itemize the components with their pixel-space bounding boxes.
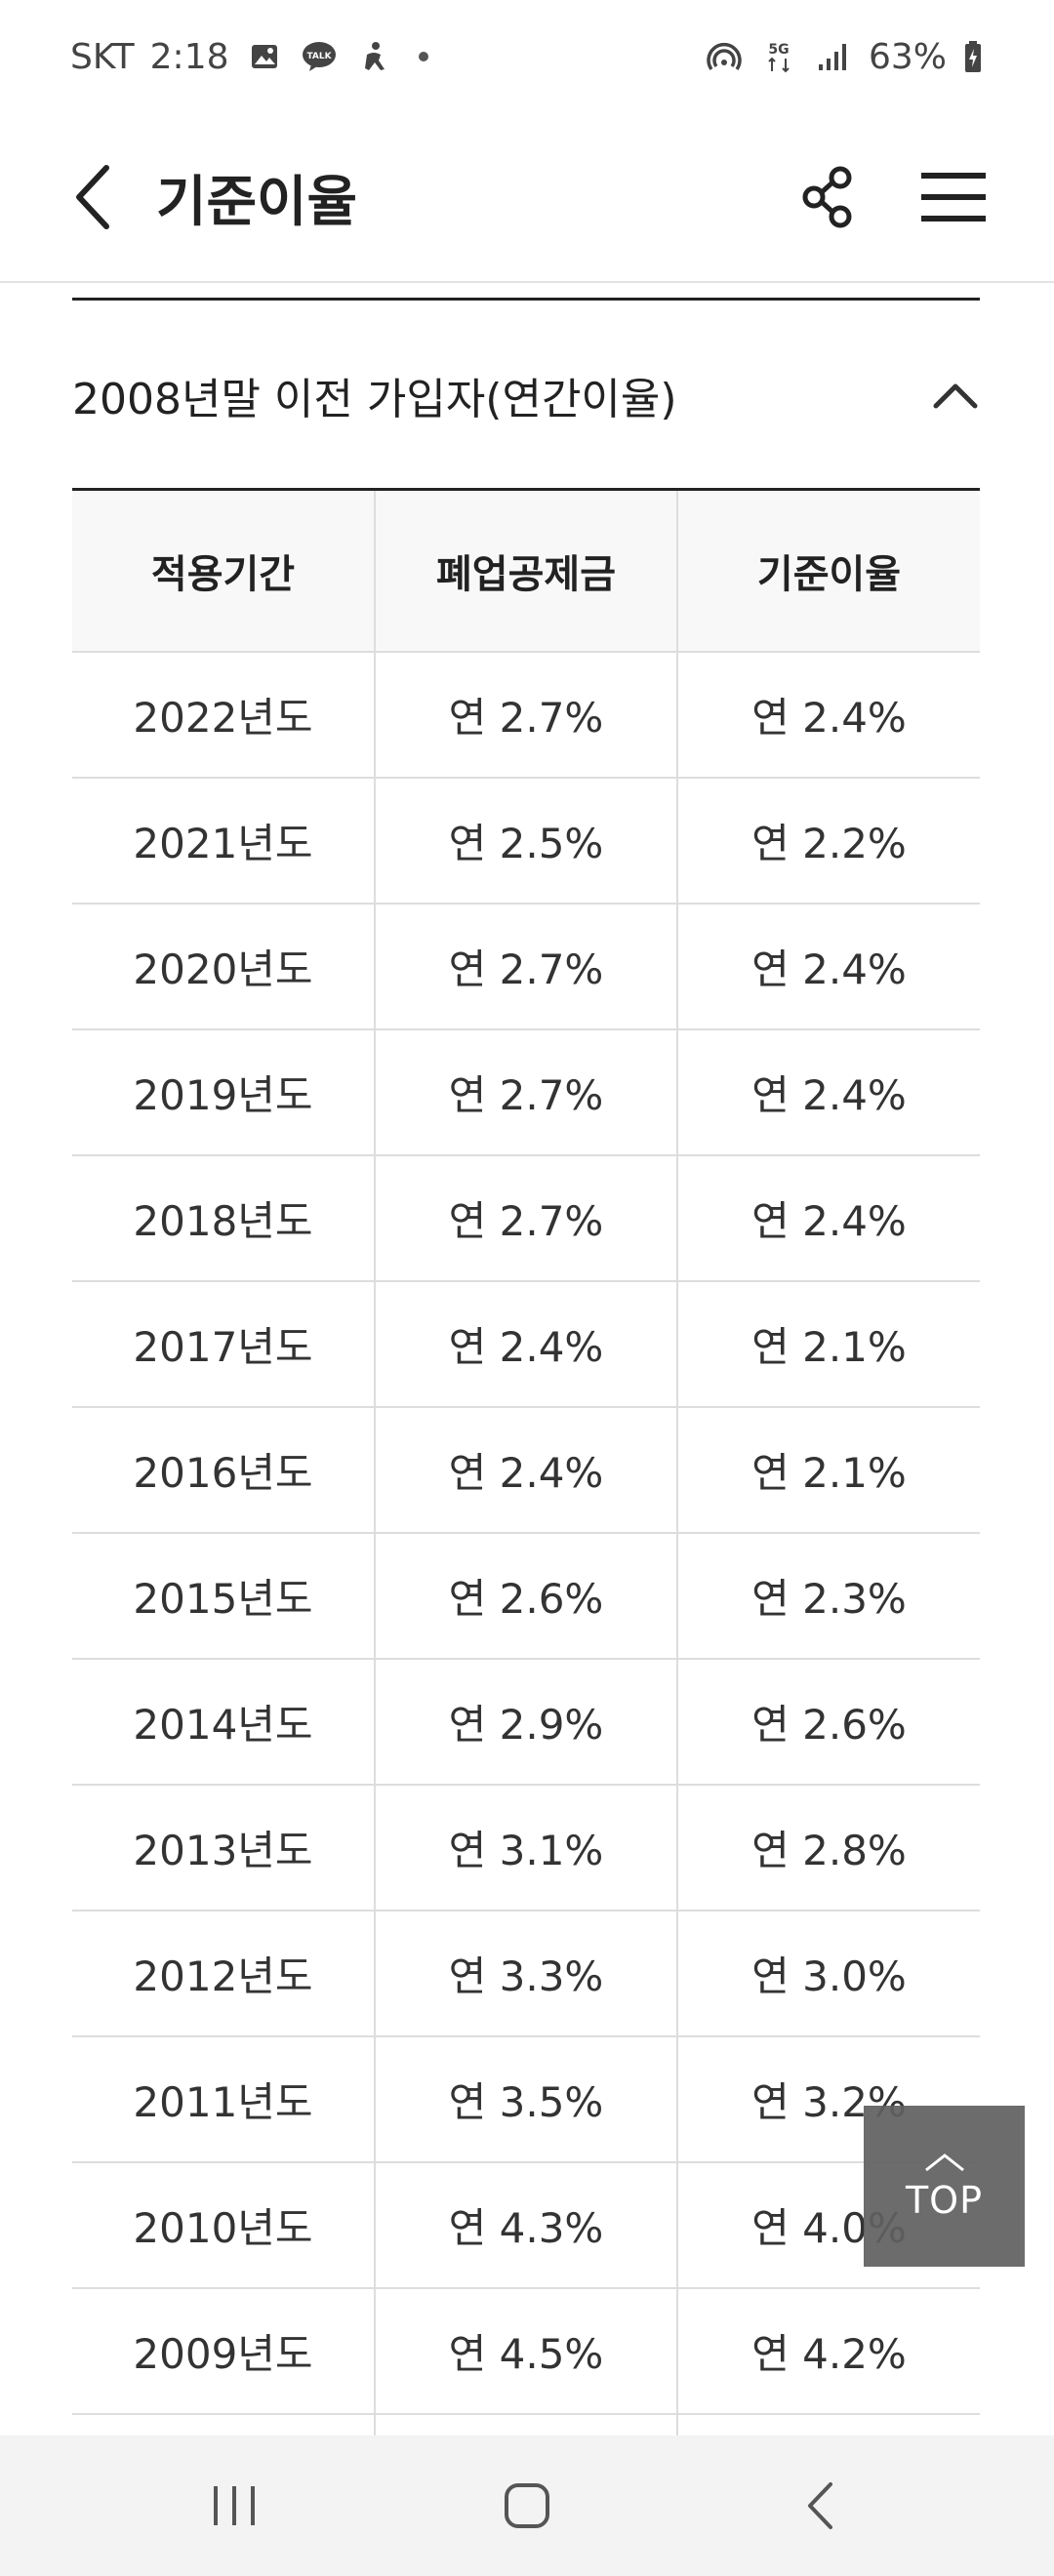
table-row: 2021년도 연 2.5% 연 2.2% [72, 778, 980, 905]
period-cell: 2013년도 [72, 1785, 376, 1912]
base-rate-cell: 연 2.6% [677, 1659, 980, 1786]
carrier-label: SKT [70, 36, 135, 77]
network-5g-icon: 5G [759, 37, 798, 76]
table-row: 2014년도 연 2.9% 연 2.6% [72, 1659, 980, 1786]
base-rate-cell: 연 2.4% [677, 652, 980, 779]
closure-benefit-cell: 연 2.7% [375, 904, 678, 1030]
period-cell: 2010년도 [72, 2162, 376, 2289]
home-icon [505, 2483, 549, 2528]
home-button[interactable] [478, 2457, 576, 2555]
closure-benefit-cell: 연 2.7% [375, 1029, 678, 1156]
kakaotalk-icon: TALK [300, 37, 339, 76]
period-cell: 2014년도 [72, 1659, 376, 1786]
period-cell: 2020년도 [72, 904, 376, 1030]
chevron-up-icon [924, 2153, 964, 2171]
top-button-label: TOP [905, 2178, 984, 2222]
svg-text:TALK: TALK [306, 52, 332, 61]
period-cell: 2015년도 [72, 1533, 376, 1660]
table-row: 2010년도 연 4.3% 연 4.0% [72, 2162, 980, 2289]
period-cell: 2022년도 [72, 652, 376, 779]
closure-benefit-cell: 연 3.1% [375, 1785, 678, 1912]
table-row: 2019년도 연 2.7% 연 2.4% [72, 1029, 980, 1156]
page-title: 기준이율 [156, 170, 358, 234]
closure-benefit-cell: 연 2.5% [375, 778, 678, 905]
table-header-row: 적용기간 폐업공제금 기준이율 [72, 491, 980, 653]
base-rate-cell: 연 2.8% [677, 1785, 980, 1912]
rate-table: 적용기간 폐업공제금 기준이율 2022년도 연 2.7% 연 2.4% 202… [72, 491, 980, 2541]
table-row: 2013년도 연 3.1% 연 2.8% [72, 1785, 980, 1912]
table-row: 2020년도 연 2.7% 연 2.4% [72, 904, 980, 1030]
status-right: 5G 63% [705, 37, 984, 77]
table-row: 2016년도 연 2.4% 연 2.1% [72, 1407, 980, 1534]
system-nav-bar [0, 2435, 1054, 2576]
nav-back-button[interactable] [771, 2457, 869, 2555]
column-header-closure-benefit: 폐업공제금 [375, 491, 678, 653]
base-rate-cell: 연 3.0% [677, 1911, 980, 2037]
image-icon [245, 37, 284, 76]
closure-benefit-cell: 연 2.7% [375, 1155, 678, 1282]
period-cell: 2011년도 [72, 2036, 376, 2163]
battery-percent: 63% [868, 36, 947, 77]
clock: 2:18 [149, 36, 229, 77]
back-icon [808, 2482, 832, 2529]
period-cell: 2021년도 [72, 778, 376, 905]
period-cell: 2012년도 [72, 1911, 376, 2037]
status-left: SKT 2:18 TALK [70, 37, 428, 77]
column-header-period: 적용기간 [72, 491, 376, 653]
recent-apps-icon [214, 2486, 255, 2525]
dot-icon [418, 52, 428, 61]
period-cell: 2009년도 [72, 2288, 376, 2415]
accessibility-icon [354, 37, 393, 76]
closure-benefit-cell: 연 2.4% [375, 1281, 678, 1408]
closure-benefit-cell: 연 4.5% [375, 2288, 678, 2415]
base-rate-cell: 연 2.3% [677, 1533, 980, 1660]
menu-button[interactable] [921, 165, 986, 229]
table-row: 2022년도 연 2.7% 연 2.4% [72, 652, 980, 779]
closure-benefit-cell: 연 2.7% [375, 652, 678, 779]
closure-benefit-cell: 연 3.5% [375, 2036, 678, 2163]
closure-benefit-cell: 연 2.4% [375, 1407, 678, 1534]
status-bar: SKT 2:18 TALK 5G 63% [0, 0, 1054, 113]
accordion-header[interactable]: 2008년말 이전 가입자(연간이율) [72, 332, 980, 459]
app-header: 기준이율 [0, 113, 1054, 283]
base-rate-cell: 연 2.2% [677, 778, 980, 905]
back-button[interactable] [68, 158, 117, 236]
table-row: 2012년도 연 3.3% 연 3.0% [72, 1911, 980, 2037]
base-rate-cell: 연 4.2% [677, 2288, 980, 2415]
hamburger-menu-icon [921, 173, 986, 221]
base-rate-cell: 연 2.4% [677, 1155, 980, 1282]
signal-icon [814, 37, 853, 76]
section-divider [72, 298, 980, 301]
back-arrow-icon [76, 165, 109, 229]
share-button[interactable] [798, 165, 863, 229]
column-header-base-rate: 기준이율 [677, 491, 980, 653]
period-cell: 2017년도 [72, 1281, 376, 1408]
table-row: 2018년도 연 2.7% 연 2.4% [72, 1155, 980, 1282]
header-actions [798, 165, 986, 229]
table-row: 2015년도 연 2.6% 연 2.3% [72, 1533, 980, 1660]
battery-charging-icon [962, 37, 984, 76]
hotspot-icon [705, 37, 744, 76]
closure-benefit-cell: 연 3.3% [375, 1911, 678, 2037]
accordion-title: 2008년말 이전 가입자(연간이율) [72, 375, 677, 424]
period-cell: 2018년도 [72, 1155, 376, 1282]
table-row: 2017년도 연 2.4% 연 2.1% [72, 1281, 980, 1408]
table-row: 2009년도 연 4.5% 연 4.2% [72, 2288, 980, 2415]
base-rate-cell: 연 2.1% [677, 1281, 980, 1408]
period-cell: 2016년도 [72, 1407, 376, 1534]
svg-text:5G: 5G [768, 42, 789, 58]
base-rate-cell: 연 2.1% [677, 1407, 980, 1534]
chevron-up-icon [931, 371, 980, 420]
base-rate-cell: 연 2.4% [677, 1029, 980, 1156]
table-row: 2011년도 연 3.5% 연 3.2% [72, 2036, 980, 2163]
share-icon [802, 166, 852, 228]
closure-benefit-cell: 연 4.3% [375, 2162, 678, 2289]
recent-apps-button[interactable] [185, 2457, 283, 2555]
rate-table-container: 적용기간 폐업공제금 기준이율 2022년도 연 2.7% 연 2.4% 202… [72, 488, 980, 2541]
closure-benefit-cell: 연 2.6% [375, 1533, 678, 1660]
period-cell: 2019년도 [72, 1029, 376, 1156]
scroll-to-top-button[interactable]: TOP [864, 2106, 1025, 2267]
closure-benefit-cell: 연 2.9% [375, 1659, 678, 1786]
base-rate-cell: 연 2.4% [677, 904, 980, 1030]
